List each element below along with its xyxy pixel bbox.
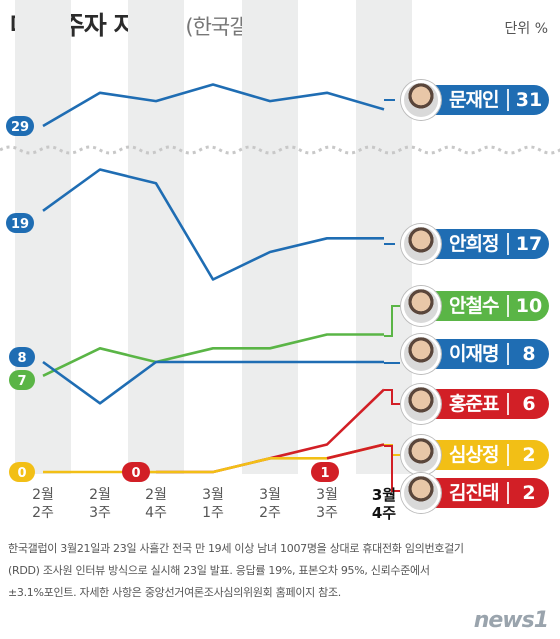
series-line-김진태 [326,443,385,460]
connector-line [384,389,400,405]
candidate-name: 이재명 [449,343,499,365]
candidate-value: 2 [522,444,536,466]
footnote: 한국갤럽이 3월21일과 23일 사흘간 전국 만 19세 이상 남녀 1007… [8,542,464,599]
pill-separator [507,444,509,466]
line-chart: 29 19 8 7 0 0 1 [0,83,560,492]
candidate-value: 17 [515,233,543,255]
candidate-value: 10 [515,295,543,317]
series-line-안희정 [42,168,384,281]
news1-logo: news1 [473,608,549,633]
start-value-label: 7 [17,374,26,389]
unit-label: 단위 % [504,21,548,37]
pill-separator [507,343,509,365]
start-value-bubble [311,462,339,482]
start-value-bubble [122,462,150,482]
week-column-band [128,0,184,474]
candidate-name: 문재인 [449,89,499,111]
start-value-bubble [6,213,34,233]
start-value-label: 0 [131,466,140,481]
candidate-name: 안희정 [449,233,499,255]
candidate-value: 6 [522,393,536,415]
candidate-photo-icon [401,286,441,326]
start-value-label: 19 [11,217,29,232]
candidate-photo-icon [401,334,441,374]
pill-separator [507,295,509,317]
start-value-bubble [9,370,35,390]
pill-separator [507,393,509,415]
candidate-photo-icon [401,80,441,120]
connector-line [384,445,400,492]
x-tick-label: 2월 4주 [145,487,167,521]
candidate-photo-icon [401,224,441,264]
series-line-이재명 [42,360,384,405]
start-value-bubble [9,347,35,367]
pill-separator [507,482,509,504]
week-column-band [242,0,298,474]
x-tick-label: 2월 3주 [89,487,111,521]
candidate-photo-icon [401,384,441,424]
candidate-name: 홍준표 [449,393,499,415]
candidate-value: 2 [522,482,536,504]
candidate-photo-icon [401,435,441,475]
candidate-value: 31 [515,89,543,111]
connector-line [384,305,400,337]
candidate-name: 심상정 [449,444,499,466]
candidate-name: 김진태 [449,482,499,504]
candidate-name: 안철수 [449,295,499,317]
start-value-bubble [9,462,35,482]
axis-break [0,145,560,155]
candidate-value: 8 [522,343,536,365]
x-tick-label: 3월 3주 [316,487,338,521]
week-column-band [15,0,71,474]
x-tick-label: 3월 2주 [259,487,281,521]
start-value-bubble [6,116,34,136]
start-value-label: 0 [17,466,26,481]
series-line-문재인 [42,83,385,128]
x-tick-label: 2월 2주 [32,487,54,521]
series-line-안철수 [42,333,384,377]
candidate-photo-icon [401,473,441,513]
start-value-label: 8 [17,351,26,366]
start-value-label: 1 [320,466,329,481]
pill-separator [507,89,509,111]
start-value-label: 29 [11,120,29,135]
pill-separator [507,233,509,255]
x-tick-label: 3월 4주 [371,486,397,522]
x-tick-label: 3월 1주 [202,487,224,521]
